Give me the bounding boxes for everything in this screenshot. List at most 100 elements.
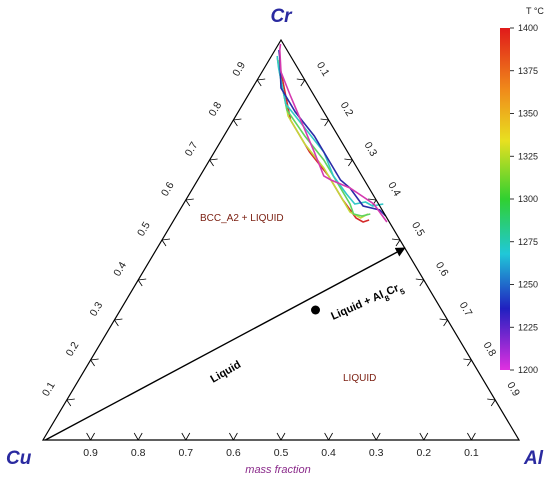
tick-bottom xyxy=(185,432,191,441)
tick-right xyxy=(296,78,305,81)
tick-right xyxy=(371,199,377,207)
tick-right xyxy=(467,359,472,367)
annotation-phase-sub2: 5 xyxy=(399,286,407,296)
tick-right xyxy=(320,118,329,121)
colorbar-tick-label: 1225 xyxy=(518,322,538,332)
tick-label-left: 0.3 xyxy=(87,300,105,319)
tick-label-right: 0.2 xyxy=(338,100,356,119)
tick-left xyxy=(209,159,214,167)
colorbar-tick-label: 1350 xyxy=(518,109,538,119)
isotherm-1200 xyxy=(278,43,388,223)
tick-bottom xyxy=(423,432,429,441)
tick-bottom xyxy=(280,432,286,441)
colorbar-title: T °C xyxy=(526,6,544,16)
colorbar-tick-label: 1200 xyxy=(518,365,538,375)
composition-arrow xyxy=(45,247,406,441)
tick-left xyxy=(90,358,99,361)
triangle-outline xyxy=(41,38,521,441)
vertex-label-cu: Cu xyxy=(6,448,32,469)
tick-right xyxy=(368,198,377,201)
tick-left xyxy=(185,199,191,207)
tick-bottom xyxy=(229,432,234,441)
tick-bottom xyxy=(471,432,476,441)
colorbar: T °C 1400 1375 1350 1325 1300 1275 1250 1225 120… xyxy=(500,6,544,375)
tick-left xyxy=(114,318,123,321)
tick-bottom xyxy=(181,432,187,441)
tick-left xyxy=(138,278,147,281)
tick-label-left: 0.6 xyxy=(159,180,177,199)
colorbar-tick-label: 1400 xyxy=(518,23,538,33)
colorbar-ticks: 1400 1375 1350 1325 1300 1275 1250 1225 1200 xyxy=(510,23,538,375)
tick-label-left: 0.4 xyxy=(111,260,129,279)
tick-label-right: 0.1 xyxy=(314,60,332,79)
tick-label-left: 0.9 xyxy=(230,60,248,79)
tick-label-left: 0.5 xyxy=(135,220,153,239)
tick-label-left: 0.7 xyxy=(183,140,201,159)
tick-right xyxy=(439,318,448,321)
tick-marks xyxy=(66,78,496,441)
annotation-phase-sub1: 8 xyxy=(383,293,391,303)
colorbar-tick-label: 1325 xyxy=(518,151,538,161)
tick-label-right: 0.5 xyxy=(409,220,427,239)
tick-labels: 0.9 0.1 0.1 0.8 0.2 0.2 0.7 0.3 0.3 0.6 0.4 0.4 0.5 0… xyxy=(40,60,522,459)
tick-right xyxy=(443,319,448,327)
tick-right xyxy=(344,158,353,161)
tick-label-right: 0.7 xyxy=(457,300,475,319)
tick-left xyxy=(114,319,119,327)
tick-right xyxy=(391,238,401,241)
tick-right xyxy=(348,159,353,167)
tick-bottom xyxy=(276,432,282,441)
tick-left xyxy=(185,198,194,201)
annotation-phase: Liquid + Al8Cr5 xyxy=(329,280,406,326)
tick-label-right: 0.3 xyxy=(361,140,379,159)
tick-right xyxy=(395,239,401,247)
vertex-label-al: Al xyxy=(523,448,544,469)
tick-left xyxy=(66,399,72,407)
tick-left xyxy=(90,359,95,367)
marked-composition-point xyxy=(311,305,321,315)
x-axis-label: mass fraction xyxy=(245,464,310,476)
tick-left xyxy=(257,78,266,81)
region-label-liquid: LIQUID xyxy=(343,373,376,384)
colorbar-tick-label: 1375 xyxy=(518,66,538,76)
tick-bottom xyxy=(324,432,329,441)
tick-left xyxy=(137,279,143,287)
tick-label-bottom: 0.3 xyxy=(369,447,384,459)
tick-bottom xyxy=(86,432,91,441)
tick-bottom xyxy=(371,432,377,441)
tick-label-left: 0.2 xyxy=(64,340,82,359)
colorbar-tick-label: 1275 xyxy=(518,237,538,247)
tick-label-right: 0.4 xyxy=(385,180,403,199)
tick-right xyxy=(463,358,472,361)
annotation-phase-mid: Cr xyxy=(385,282,402,298)
tick-label-bottom: 0.7 xyxy=(178,447,193,459)
isotherm-1275 xyxy=(276,55,384,207)
colorbar-gradient xyxy=(500,28,510,370)
tick-bottom xyxy=(419,432,425,441)
colorbar-tick-label: 1300 xyxy=(518,194,538,204)
tick-label-bottom: 0.6 xyxy=(226,447,241,459)
tick-left xyxy=(209,158,218,161)
tick-bottom xyxy=(233,432,238,441)
tick-right xyxy=(415,278,424,281)
tick-bottom xyxy=(328,432,333,441)
tick-label-right: 0.8 xyxy=(480,340,498,359)
colorbar-tick-label: 1250 xyxy=(518,280,538,290)
tick-left xyxy=(161,239,167,247)
tick-bottom xyxy=(90,432,95,441)
tick-label-bottom: 0.4 xyxy=(321,447,336,459)
tick-left xyxy=(256,79,262,87)
tick-bottom xyxy=(375,432,381,441)
tick-label-bottom: 0.5 xyxy=(274,447,289,459)
tick-right xyxy=(419,279,425,287)
tick-label-bottom: 0.1 xyxy=(464,447,479,459)
isotherm-curves xyxy=(276,43,388,223)
tick-right xyxy=(490,399,496,407)
isotherm-1250 xyxy=(278,49,387,217)
annotation-phase-main: Liquid + Al xyxy=(329,289,385,323)
tick-left xyxy=(233,118,242,121)
tick-right xyxy=(487,398,496,401)
tick-left xyxy=(66,398,75,401)
tick-right xyxy=(324,119,329,127)
